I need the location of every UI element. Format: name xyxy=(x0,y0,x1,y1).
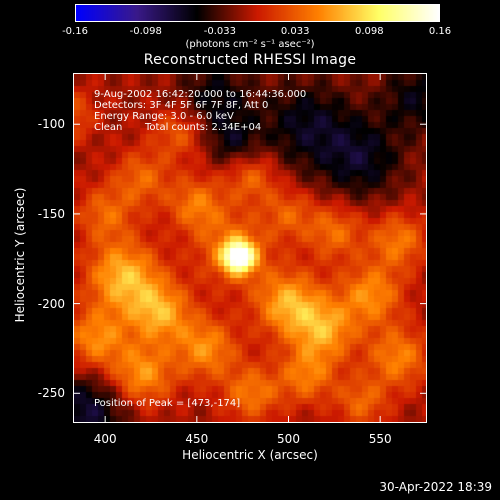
colorbar-tick-label: -0.16 xyxy=(62,26,88,37)
colorbar-tick-label: -0.033 xyxy=(203,26,236,37)
x-tick-label: 550 xyxy=(368,432,392,446)
colorbar-tick-label: 0.033 xyxy=(280,26,310,37)
plot-area xyxy=(73,73,427,423)
colorbar-tick-label: 0.16 xyxy=(428,26,452,37)
annotation-energy-range: Energy Range: 3.0 - 6.0 keV xyxy=(94,111,234,122)
y-tick-label: -200 xyxy=(37,296,65,311)
chart-title: Reconstructed RHESSI Image xyxy=(143,52,357,68)
annotation-peak-position: Position of Peak = [473,-174] xyxy=(94,398,241,409)
y-tick-label: -150 xyxy=(37,206,65,221)
x-tick-label: 400 xyxy=(93,432,117,446)
annotation-detectors: Detectors: 3F 4F 5F 6F 7F 8F, Att 0 xyxy=(94,100,269,111)
annotation-total-counts: Total counts: 2.34E+04 xyxy=(145,122,262,133)
colorbar xyxy=(75,4,440,22)
colorbar-units: (photons cm⁻² s⁻¹ asec⁻²) xyxy=(185,39,315,50)
x-axis-label: Heliocentric X (arcsec) xyxy=(182,448,318,462)
x-tick-label: 500 xyxy=(277,432,300,446)
x-tick-label: 450 xyxy=(185,432,209,446)
colorbar-gradient xyxy=(76,5,439,21)
heatmap-image xyxy=(74,74,426,422)
y-tick-label: -100 xyxy=(37,117,65,132)
y-tick-label: -250 xyxy=(37,386,65,401)
footer-timestamp: 30-Apr-2022 18:39 xyxy=(379,480,492,494)
annotation-method: Clean xyxy=(94,122,123,133)
y-axis-label: Heliocentric Y (arcsec) xyxy=(13,187,27,323)
annotation-time-range: 9-Aug-2002 16:42:20.000 to 16:44:36.000 xyxy=(94,89,307,100)
colorbar-tick-label: -0.098 xyxy=(129,26,162,37)
colorbar-tick-label: 0.098 xyxy=(354,26,384,37)
